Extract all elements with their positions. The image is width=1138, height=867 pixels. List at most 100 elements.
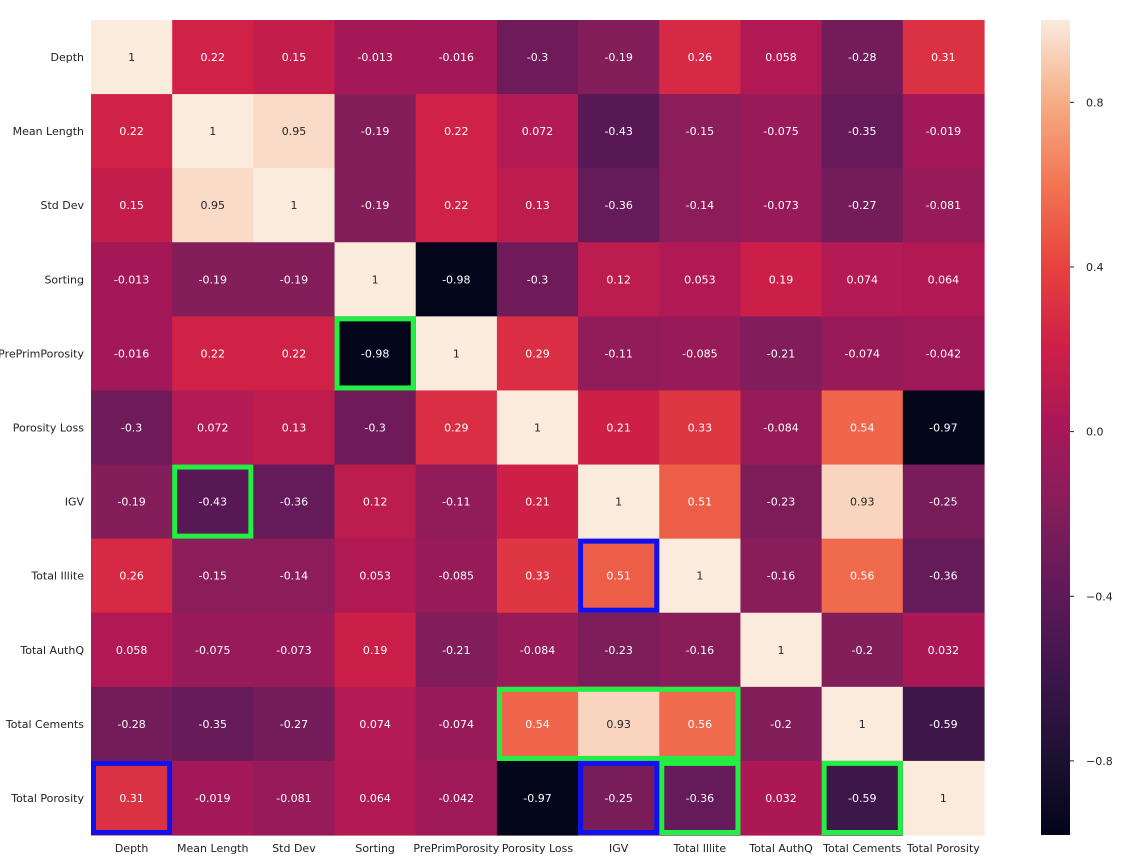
heatmap-cell bbox=[496, 538, 579, 614]
heatmap-cell bbox=[253, 390, 336, 466]
cell-value-label: -0.3 bbox=[121, 422, 142, 435]
highlight-box bbox=[91, 760, 173, 836]
heatmap-cell bbox=[496, 316, 579, 392]
cell-value-label: 0.19 bbox=[769, 273, 794, 286]
cell-value-label: 0.21 bbox=[606, 422, 631, 435]
heatmap-cell bbox=[253, 464, 336, 540]
heatmap-cell bbox=[496, 242, 579, 317]
heatmap-cell bbox=[578, 20, 660, 95]
column-label: Total Illite bbox=[673, 842, 727, 855]
cell-value-label: 0.12 bbox=[363, 496, 388, 509]
cell-value-label: -0.15 bbox=[686, 125, 714, 138]
cell-value-label: -0.43 bbox=[199, 496, 227, 509]
cell-value-label: -0.27 bbox=[280, 718, 308, 731]
cell-value-label: 0.31 bbox=[119, 792, 144, 805]
cell-value-label: -0.25 bbox=[929, 496, 957, 509]
cell-value-label: 0.31 bbox=[931, 51, 956, 64]
cell-value-label: -0.97 bbox=[929, 422, 957, 435]
heatmap-cell bbox=[578, 316, 660, 392]
heatmap-cells bbox=[91, 20, 985, 836]
heatmap-cell bbox=[334, 390, 417, 466]
row-label: Total Porosity bbox=[10, 792, 84, 805]
highlight-box bbox=[172, 464, 254, 539]
heatmap-cell bbox=[253, 760, 336, 836]
heatmap-cell bbox=[740, 464, 823, 540]
cell-value-label: -0.084 bbox=[520, 644, 555, 657]
heatmap-cell bbox=[659, 612, 742, 688]
cell-value-label: 0.29 bbox=[444, 422, 469, 435]
cell-value-label: 0.26 bbox=[688, 51, 713, 64]
cell-value-label: -0.19 bbox=[199, 273, 227, 286]
heatmap-cell bbox=[496, 390, 579, 466]
heatmap-cell bbox=[496, 686, 579, 762]
heatmap-cell bbox=[334, 316, 417, 392]
heatmap-cell bbox=[821, 538, 904, 614]
heatmap-cell bbox=[415, 390, 498, 466]
column-label: Mean Length bbox=[177, 842, 248, 855]
cell-value-label: -0.11 bbox=[442, 496, 470, 509]
cell-value-label: 0.22 bbox=[119, 125, 144, 138]
row-label: IGV bbox=[65, 496, 85, 509]
cell-value-label: -0.081 bbox=[276, 792, 311, 805]
row-label: Total Cements bbox=[5, 718, 84, 731]
column-label: PrePrimPorosity bbox=[413, 842, 499, 855]
cell-value-label: -0.27 bbox=[848, 199, 876, 212]
heatmap-cell bbox=[578, 464, 660, 540]
heatmap-cell bbox=[740, 94, 823, 169]
cell-value-label: -0.074 bbox=[844, 347, 879, 360]
cell-value-label: 1 bbox=[453, 347, 460, 360]
cell-value-label: -0.14 bbox=[686, 199, 714, 212]
cell-value-label: 1 bbox=[615, 496, 622, 509]
cell-value-label: -0.019 bbox=[195, 792, 230, 805]
heatmap-cell bbox=[902, 20, 985, 95]
heatmap-cell bbox=[334, 168, 417, 243]
cell-value-label: -0.16 bbox=[767, 570, 795, 583]
heatmap-cell bbox=[91, 464, 173, 540]
cell-value-label: -0.59 bbox=[929, 718, 957, 731]
cell-value-label: 0.22 bbox=[282, 347, 307, 360]
cell-value-label: -0.2 bbox=[851, 644, 872, 657]
heatmap-cell bbox=[415, 538, 498, 614]
heatmap-cell bbox=[821, 94, 904, 169]
cell-value-label: 0.93 bbox=[850, 496, 875, 509]
cell-value-label: 1 bbox=[940, 792, 947, 805]
heatmap-cell bbox=[496, 464, 579, 540]
heatmap-cell bbox=[659, 390, 742, 466]
heatmap-cell bbox=[902, 538, 985, 614]
heatmap-cell bbox=[334, 686, 417, 762]
cell-value-label: -0.074 bbox=[439, 718, 474, 731]
cell-value-label: -0.042 bbox=[926, 347, 961, 360]
row-label: Depth bbox=[50, 51, 84, 64]
heatmap-cell bbox=[172, 242, 254, 317]
cell-value-label: 0.22 bbox=[444, 199, 469, 212]
heatmap-cell bbox=[740, 538, 823, 614]
cell-value-label: 0.032 bbox=[928, 644, 960, 657]
colorbar-tick-label: 0.0 bbox=[1086, 426, 1104, 439]
cell-value-label: 0.95 bbox=[282, 125, 307, 138]
heatmap-cell bbox=[659, 94, 742, 169]
cell-value-label: 0.053 bbox=[684, 273, 716, 286]
heatmap-cell bbox=[578, 760, 660, 836]
heatmap-cell bbox=[91, 20, 173, 95]
heatmap-cell bbox=[821, 390, 904, 466]
cell-value-label: -0.013 bbox=[357, 51, 392, 64]
heatmap-cell bbox=[172, 760, 254, 836]
cell-value-label: -0.2 bbox=[770, 718, 791, 731]
heatmap-cell bbox=[496, 94, 579, 169]
cell-value-label: 0.22 bbox=[444, 125, 469, 138]
heatmap-cell bbox=[415, 242, 498, 317]
heatmap-cell bbox=[578, 686, 660, 762]
heatmap-cell bbox=[415, 464, 498, 540]
cell-value-label: -0.36 bbox=[929, 570, 957, 583]
heatmap-cell bbox=[902, 242, 985, 317]
cell-value-label: 1 bbox=[859, 718, 866, 731]
cell-value-label: -0.3 bbox=[364, 422, 385, 435]
heatmap-cell bbox=[740, 20, 823, 95]
cell-value-label: 0.12 bbox=[606, 273, 631, 286]
cell-value-label: -0.36 bbox=[280, 496, 308, 509]
cell-value-label: -0.25 bbox=[604, 792, 632, 805]
heatmap-cell bbox=[334, 242, 417, 317]
heatmap-cell bbox=[415, 612, 498, 688]
cell-value-label: -0.43 bbox=[604, 125, 632, 138]
